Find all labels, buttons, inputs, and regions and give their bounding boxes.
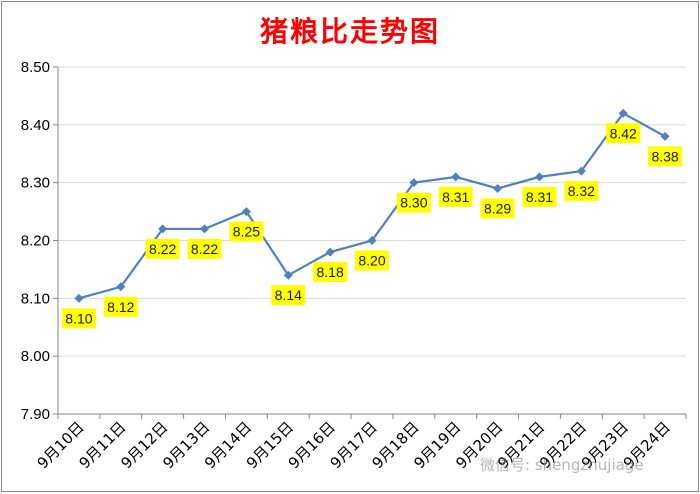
data-label: 8.25 <box>233 224 260 240</box>
y-tick-label: 7.90 <box>21 406 50 423</box>
series-line <box>74 108 670 303</box>
series-polyline <box>78 111 666 300</box>
data-label: 8.22 <box>191 241 218 257</box>
y-tick-label: 8.50 <box>21 59 50 76</box>
data-label: 8.10 <box>65 310 92 326</box>
y-tick-label: 8.40 <box>21 117 50 134</box>
data-label: 8.18 <box>317 264 344 280</box>
data-label-bg <box>606 123 641 144</box>
data-point <box>200 224 210 234</box>
data-point <box>660 131 670 141</box>
y-tick-label: 8.10 <box>21 290 50 307</box>
data-label-bg <box>271 285 306 306</box>
y-tick-label: 8.00 <box>21 348 50 365</box>
data-label-bg <box>564 181 599 202</box>
data-label-bg <box>103 296 138 317</box>
data-point <box>158 224 168 234</box>
data-point <box>409 178 419 188</box>
data-point <box>241 207 251 217</box>
data-label-bg <box>313 262 348 283</box>
data-label: 8.31 <box>442 189 469 205</box>
data-label: 8.14 <box>275 287 302 303</box>
data-point <box>618 108 628 118</box>
data-label: 8.22 <box>149 241 176 257</box>
data-label-bg <box>396 192 431 213</box>
data-label-bg <box>61 308 96 329</box>
data-label: 8.31 <box>526 189 553 205</box>
chart-title: 猪粮比走势图 <box>259 15 440 48</box>
data-point <box>534 172 544 182</box>
data-label: 8.32 <box>568 183 595 199</box>
data-point <box>367 236 377 245</box>
data-point <box>283 270 293 280</box>
data-point <box>493 183 503 193</box>
data-label: 8.38 <box>651 148 678 164</box>
data-label-bg <box>522 186 557 207</box>
data-label: 8.20 <box>358 253 385 269</box>
data-point <box>74 293 84 303</box>
data-label: 8.12 <box>107 299 134 315</box>
data-point <box>325 247 335 257</box>
data-label-bg <box>355 250 389 271</box>
data-label: 8.30 <box>400 195 427 211</box>
data-label: 8.42 <box>610 125 637 141</box>
data-label: 8.29 <box>484 200 511 216</box>
data-label-bg <box>187 238 222 259</box>
watermark-text: 微信号: shengzhujiage <box>480 456 644 474</box>
y-tick-label: 8.20 <box>21 233 50 250</box>
y-tick-label: 8.30 <box>21 175 50 192</box>
data-labels: 8.10 8.12 8.22 8.22 8.25 8.14 8.18 8.20 8.30 8.31… <box>61 123 683 329</box>
data-label-bg <box>480 198 515 219</box>
data-label-bg <box>229 221 264 242</box>
data-point <box>576 166 586 176</box>
data-point <box>116 282 126 292</box>
data-label-bg <box>438 186 473 207</box>
data-label-bg <box>145 238 180 259</box>
data-point <box>451 172 461 182</box>
y-axis: 7.90 8.00 8.10 8.20 8.30 8.40 8.50 <box>21 59 59 423</box>
data-label-bg <box>648 146 683 167</box>
